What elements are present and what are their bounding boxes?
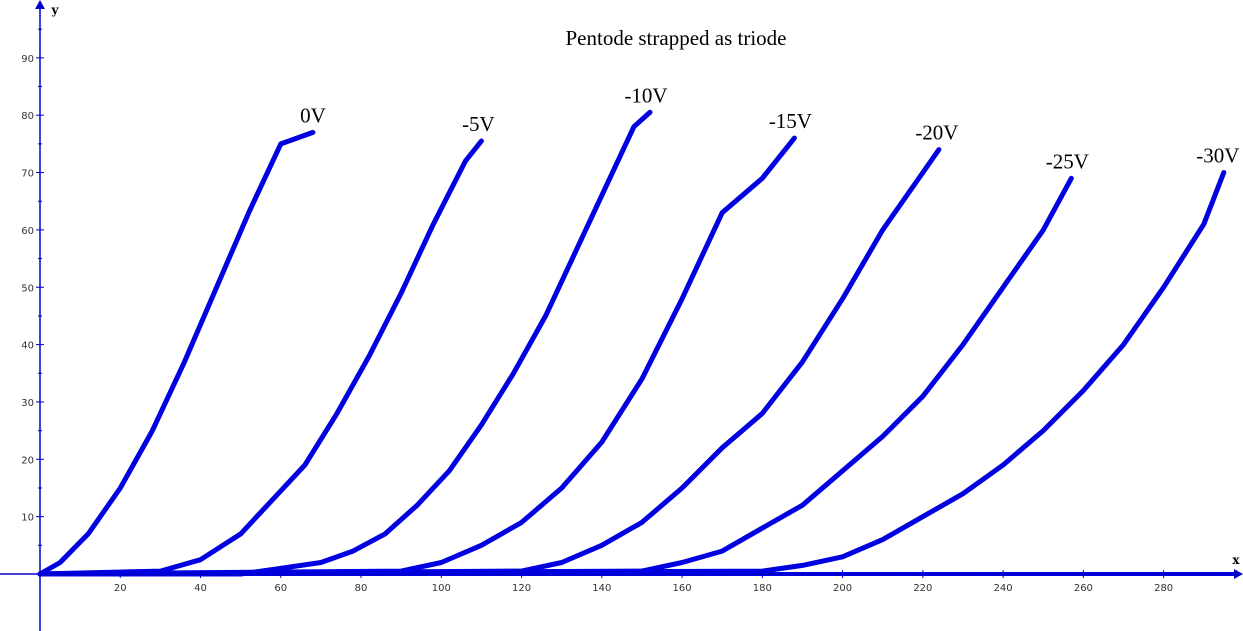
series-label-7: -30V	[1196, 144, 1239, 168]
x-axis-arrow	[1234, 569, 1243, 579]
y-tick-label: 20	[21, 455, 34, 466]
x-tick-label: 40	[194, 583, 207, 594]
y-axis-label: y	[51, 3, 60, 17]
series-line-3	[37, 109, 653, 577]
labels-layer: 0V -5V -10V -15V -20V -25V -30V	[300, 83, 1239, 173]
x-tick-label: 180	[753, 583, 772, 594]
series-label-1: 0V	[300, 103, 326, 127]
x-tick-label: 260	[1074, 583, 1093, 594]
series-line-2	[37, 138, 484, 577]
x-tick-label: 280	[1154, 583, 1173, 594]
curves-layer	[37, 109, 1239, 577]
x-tick-label: 220	[913, 583, 932, 594]
y-tick-label: 90	[21, 54, 34, 65]
series-label-6: -25V	[1046, 149, 1089, 173]
x-tick-label: 140	[592, 583, 611, 594]
y-tick-label: 50	[21, 283, 34, 294]
y-tick-label: 60	[21, 226, 34, 237]
series-label-2: -5V	[462, 112, 495, 136]
series-label-5: -20V	[915, 121, 958, 145]
series-line-6	[37, 175, 1074, 577]
y-tick-label: 70	[21, 169, 34, 180]
y-tick-label: 10	[21, 513, 34, 524]
x-axis-label: x	[1232, 553, 1240, 567]
series-line-7	[37, 170, 1227, 577]
x-tick-label: 240	[994, 583, 1013, 594]
x-tick-label: 60	[274, 583, 287, 594]
y-tick-label: 30	[21, 398, 34, 409]
series-label-4: -15V	[769, 109, 812, 133]
series-line-4	[37, 135, 797, 577]
x-tick-label: 20	[114, 583, 127, 594]
x-tick-label: 100	[432, 583, 451, 594]
series-line-5	[37, 147, 942, 577]
x-tick-label: 80	[355, 583, 368, 594]
y-tick-label: 40	[21, 341, 34, 352]
series-label-3: -10V	[624, 83, 667, 107]
y-axis-arrow	[35, 0, 45, 9]
x-tick-label: 120	[512, 583, 531, 594]
chart-title: Pentode strapped as triode	[565, 26, 786, 50]
x-tick-label: 200	[833, 583, 852, 594]
series-line-1	[37, 129, 316, 577]
y-tick-label: 80	[21, 111, 34, 122]
x-tick-label: 160	[673, 583, 692, 594]
